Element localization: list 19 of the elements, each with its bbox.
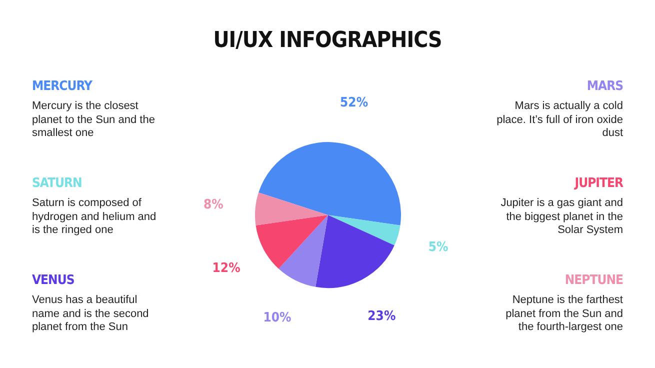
text: JUPITER (573, 176, 623, 191)
data-label: 23% (368, 309, 396, 324)
data-label: 5% (428, 240, 449, 255)
text: MARS (586, 79, 623, 94)
text: MERCURY (32, 79, 94, 94)
data-label: 10% (263, 310, 292, 326)
text: Jupiter is a gas giant and the biggest planet in the Solar System (500, 197, 623, 238)
text: Mars is actually a cold place. It’s full of iron oxide dust (496, 100, 623, 140)
text: NEPTUNE (564, 273, 623, 288)
text: Venus has a beautiful name and is the second planet from the Sun (32, 294, 150, 334)
text: Neptune is the farthest planet from the Sun and the fourth-largest one (504, 294, 623, 334)
chart-title: UI/UX INFOGRAPHICS (212, 28, 443, 53)
text: Mercury is the closest planet to the Sun and the smallest one (32, 100, 156, 140)
text: Saturn is composed of hydrogen and helium and is the ringed one (32, 197, 158, 238)
data-label: 8% (203, 198, 224, 213)
text: VENUS (32, 273, 76, 288)
data-label: 12% (212, 261, 241, 276)
data-label: 52% (340, 95, 368, 110)
text: SATURN (32, 176, 83, 191)
